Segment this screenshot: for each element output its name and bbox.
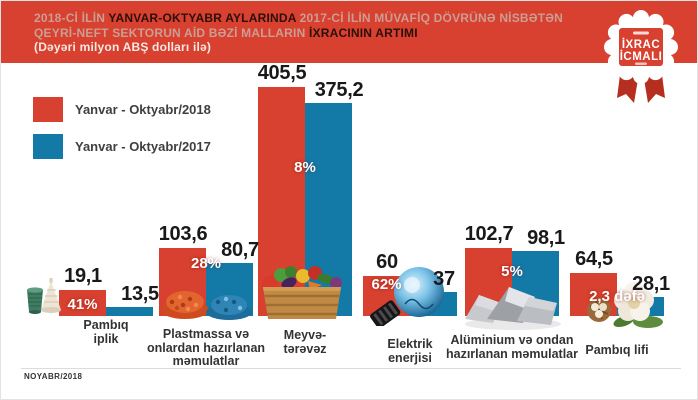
legend-label-2017: Yanvar - Oktyabr/2017 xyxy=(75,139,211,154)
legend: Yanvar - Oktyabr/2018 Yanvar - Oktyabr/2… xyxy=(33,97,211,171)
bar-pair: 405,5 375,2 8% Meyvə-tərəvəz xyxy=(258,1,364,355)
cotton-flower-icon xyxy=(582,278,666,332)
title-segment-emphasis: YANVAR-OKTYABR AYLARINDA xyxy=(108,11,297,25)
category-label-line: hazırlanan məmulatlar xyxy=(446,346,578,361)
category-label-line: məmulatlar xyxy=(172,354,240,368)
value-label-2017: 375,2 xyxy=(314,78,364,101)
bar-pair: 64,5 28,1 2,3 dəfə Pambıq lifi xyxy=(570,1,670,357)
title-segment: 2018-Cİ İLİN xyxy=(34,11,109,25)
bar-pair: 19,1 13,5 41% Pambıq iplik xyxy=(27,1,159,345)
category-label-line: Pambıq xyxy=(83,318,129,332)
bar-2018 xyxy=(59,290,106,316)
value-label-2018: 405,5 xyxy=(257,61,307,84)
growth-label: 28% xyxy=(190,255,222,272)
value-label-2018: 64,5 xyxy=(575,248,613,271)
vegetables-crate-icon xyxy=(258,261,346,323)
value-label-2018: 102,7 xyxy=(464,223,514,246)
legend-swatch-2017 xyxy=(33,134,63,159)
badge-text-line1: İXRAC xyxy=(622,38,660,51)
value-label-2018: 19,1 xyxy=(64,265,102,287)
category-label: Pambıq lifi xyxy=(567,343,667,358)
title-segment: QEYRİ-NEFT SEKTORUN AİD BƏZİ MALLARIN xyxy=(34,25,309,40)
title-segment-emphasis: İXRACININ ARTIMI xyxy=(308,25,418,40)
title-line-1: 2018-Cİ İLİN YANVAR-OKTYABR AYLARINDA 20… xyxy=(34,11,604,26)
category-label: Alüminium və ondan hazırlanan məmulatlar xyxy=(432,333,592,361)
value-label-2017: 37 xyxy=(433,267,455,290)
rosette-ribbon-icon: İXRAC İCMALI xyxy=(604,10,678,103)
category-label: Elektrik enerjisi xyxy=(360,337,460,365)
category-label-line: enerjisi xyxy=(388,350,432,365)
category-label-line: iplik xyxy=(93,331,119,346)
category-label-line: Meyvə- xyxy=(283,328,327,342)
value-label-2017: 28,1 xyxy=(632,273,670,296)
ixrac-icmali-badge: İXRAC İCMALI xyxy=(593,5,693,109)
title-line-2: QEYRİ-NEFT SEKTORUN AİD BƏZİ MALLARIN İX… xyxy=(34,26,604,41)
value-label-2017: 13,5 xyxy=(121,283,159,305)
title-segment: 2017-Cİ İLİN MÜVAFİQ DÖVRÜNƏ NİSBƏTƏN xyxy=(296,11,564,25)
legend-swatch-2018 xyxy=(33,97,63,122)
footer-date: NOYABR/2018 xyxy=(24,372,83,381)
category-label: Pambıq iplik xyxy=(56,318,156,346)
value-label-2018: 103,6 xyxy=(158,222,208,245)
category-label: Meyvə-tərəvəz xyxy=(255,328,355,356)
light-bulb-icon xyxy=(367,262,455,329)
title-line-3: (Dəyəri milyon ABŞ dolları ilə) xyxy=(34,40,604,55)
footer-divider xyxy=(21,368,681,369)
growth-label: 5% xyxy=(501,263,523,280)
category-label-line: onlardan hazırlanan xyxy=(146,340,266,355)
yarn-spools-icon xyxy=(23,278,69,318)
value-label-2017: 80,7 xyxy=(221,238,259,261)
growth-label: 62% xyxy=(371,276,402,293)
category-label-line: Alüminium və ondan xyxy=(450,333,574,347)
category-label-line: tərəvəz xyxy=(283,341,327,356)
value-label-2017: 98,1 xyxy=(527,227,565,250)
legend-item-2017: Yanvar - Oktyabr/2017 xyxy=(33,134,211,159)
badge-text-line2: İCMALI xyxy=(620,50,663,63)
aluminium-scrap-icon xyxy=(461,279,565,331)
category-label-line: Elektrik xyxy=(387,337,433,351)
legend-item-2018: Yanvar - Oktyabr/2018 xyxy=(33,97,211,122)
header: 2018-Cİ İLİN YANVAR-OKTYABR AYLARINDA 20… xyxy=(1,1,697,63)
category-label-line: Plastmassa və xyxy=(162,327,250,341)
plastic-granules-icon xyxy=(160,272,254,320)
page-title: 2018-Cİ İLİN YANVAR-OKTYABR AYLARINDA 20… xyxy=(1,1,697,55)
title-subtitle: (Dəyəri milyon ABŞ dolları ilə) xyxy=(34,40,212,54)
bar-pair: 60 37 62% Elektrik enerjisi xyxy=(363,1,457,364)
bar-pair: 102,7 98,1 5% Alüminium və ondan hazırlan… xyxy=(446,1,578,360)
category-label: Plastmassa və onlardan hazırlanan məmulatl… xyxy=(131,327,281,369)
growth-label: 41% xyxy=(67,296,98,313)
value-label-2018: 60 xyxy=(376,251,398,274)
legend-label-2018: Yanvar - Oktyabr/2018 xyxy=(75,102,211,117)
growth-label: 2,3 dəfə xyxy=(589,288,645,305)
bar-pair: 103,6 80,7 28% Plastmassa və onlardan haz… xyxy=(147,1,265,368)
category-label-line: Pambıq lifi xyxy=(585,343,649,357)
growth-label: 8% xyxy=(294,159,316,176)
bar-2017 xyxy=(106,307,153,316)
